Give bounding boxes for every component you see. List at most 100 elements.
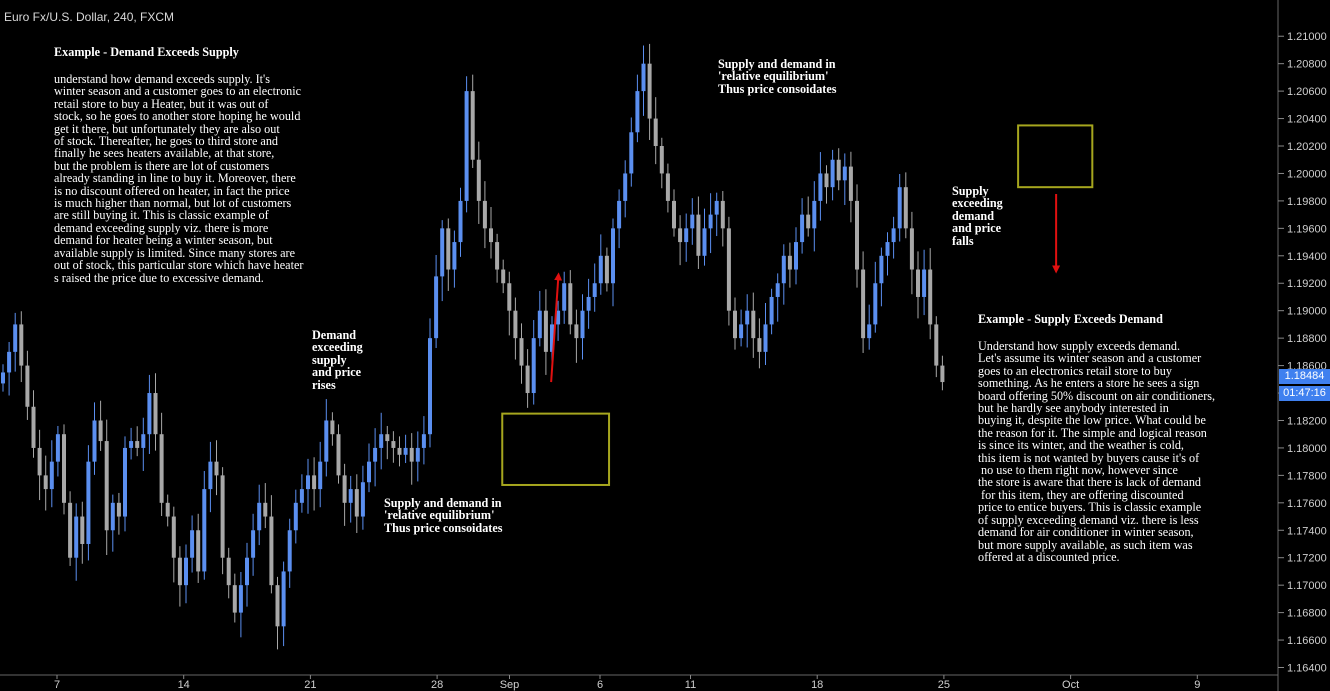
candle-body bbox=[757, 338, 762, 352]
candle bbox=[116, 492, 121, 535]
candle-body bbox=[324, 420, 329, 462]
candle-body bbox=[165, 502, 170, 517]
candle-body bbox=[129, 441, 134, 448]
candle bbox=[708, 193, 713, 254]
candle bbox=[489, 206, 493, 259]
candle-body bbox=[824, 173, 829, 188]
candle bbox=[757, 318, 762, 369]
candle bbox=[190, 515, 195, 573]
price-tick-label: 1.17200 bbox=[1287, 553, 1327, 565]
candle bbox=[25, 350, 30, 420]
candle bbox=[861, 251, 866, 353]
candle bbox=[928, 248, 933, 340]
candle-body bbox=[885, 242, 890, 256]
candle-body bbox=[415, 447, 420, 462]
candle bbox=[312, 457, 317, 511]
candle-body bbox=[281, 571, 286, 627]
candle-body bbox=[177, 557, 182, 586]
candle-body bbox=[464, 91, 469, 201]
candle bbox=[171, 506, 176, 583]
candle-body bbox=[135, 441, 140, 448]
price-tick-label: 1.19600 bbox=[1287, 223, 1327, 235]
candle bbox=[336, 424, 341, 484]
candle-body bbox=[214, 461, 219, 476]
candle-body bbox=[257, 502, 262, 531]
candle bbox=[397, 436, 402, 467]
candle bbox=[769, 288, 774, 335]
candle bbox=[263, 483, 268, 529]
candle bbox=[873, 261, 878, 333]
candle-body bbox=[446, 228, 451, 270]
equilibrium-label-low: Supply and demand in 'relative equilibri… bbox=[384, 496, 503, 535]
candle bbox=[403, 434, 408, 464]
candle bbox=[684, 213, 689, 262]
candle bbox=[720, 191, 725, 247]
price-tick-label: 1.17400 bbox=[1287, 525, 1327, 537]
candle bbox=[43, 455, 48, 511]
candle bbox=[696, 196, 701, 269]
candle-body bbox=[68, 502, 73, 558]
candle-body bbox=[104, 441, 109, 531]
candle bbox=[1, 364, 5, 392]
candle-body bbox=[665, 173, 670, 201]
candle-body bbox=[543, 310, 548, 352]
candle-body bbox=[745, 310, 750, 325]
candle bbox=[318, 441, 323, 508]
candle-body bbox=[629, 132, 634, 174]
candle bbox=[330, 412, 335, 446]
price-tick-label: 1.17600 bbox=[1287, 498, 1327, 510]
candle bbox=[604, 247, 609, 292]
candle bbox=[501, 259, 506, 294]
candle-body bbox=[891, 228, 896, 243]
candle-body bbox=[812, 200, 817, 229]
bar-countdown-tag: 01:47:16 bbox=[1279, 386, 1330, 401]
candle bbox=[37, 429, 42, 501]
price-tick-label: 1.17800 bbox=[1287, 470, 1327, 482]
candle bbox=[177, 546, 182, 607]
candle bbox=[507, 271, 512, 336]
candle bbox=[647, 43, 652, 140]
candle bbox=[354, 474, 359, 534]
candle bbox=[62, 424, 66, 515]
candle-body bbox=[848, 166, 853, 201]
time-axis: 7 14 21 28 Sep 6 11 18 25 Oct 9 bbox=[54, 675, 1200, 691]
candle-body bbox=[574, 324, 579, 339]
time-tick-label: 7 bbox=[54, 679, 60, 691]
candle bbox=[434, 254, 439, 349]
candle-body bbox=[220, 475, 225, 558]
candle-body bbox=[647, 63, 652, 119]
candle-body bbox=[714, 200, 719, 215]
candle-body bbox=[489, 228, 493, 243]
candle-body bbox=[781, 255, 786, 284]
price-tick-label: 1.19200 bbox=[1287, 278, 1327, 290]
candle-body bbox=[360, 482, 365, 517]
candle-body bbox=[537, 310, 542, 339]
candle bbox=[781, 244, 786, 305]
candle-body bbox=[62, 434, 66, 503]
price-tick-label: 1.16600 bbox=[1287, 635, 1327, 647]
candle bbox=[800, 198, 805, 254]
candle-body bbox=[55, 434, 60, 462]
candle bbox=[293, 489, 298, 544]
candle bbox=[879, 247, 884, 307]
candle bbox=[897, 174, 902, 242]
candle bbox=[787, 242, 792, 288]
candle bbox=[592, 263, 597, 312]
candle-body bbox=[31, 406, 36, 448]
candle bbox=[598, 234, 603, 295]
candle-body bbox=[421, 434, 426, 448]
candle bbox=[19, 311, 24, 383]
candle-body bbox=[720, 200, 725, 229]
candle-body bbox=[80, 516, 85, 544]
candle bbox=[135, 426, 140, 457]
candle-body bbox=[592, 283, 597, 297]
candle-body bbox=[903, 187, 908, 229]
candle bbox=[7, 341, 12, 396]
candle bbox=[513, 297, 518, 360]
candle bbox=[159, 412, 164, 516]
time-tick-label: 14 bbox=[178, 679, 190, 691]
candle bbox=[763, 303, 768, 366]
time-tick-label: Oct bbox=[1062, 679, 1079, 691]
candle-body bbox=[739, 324, 744, 339]
price-tick-label: 1.18800 bbox=[1287, 333, 1327, 345]
